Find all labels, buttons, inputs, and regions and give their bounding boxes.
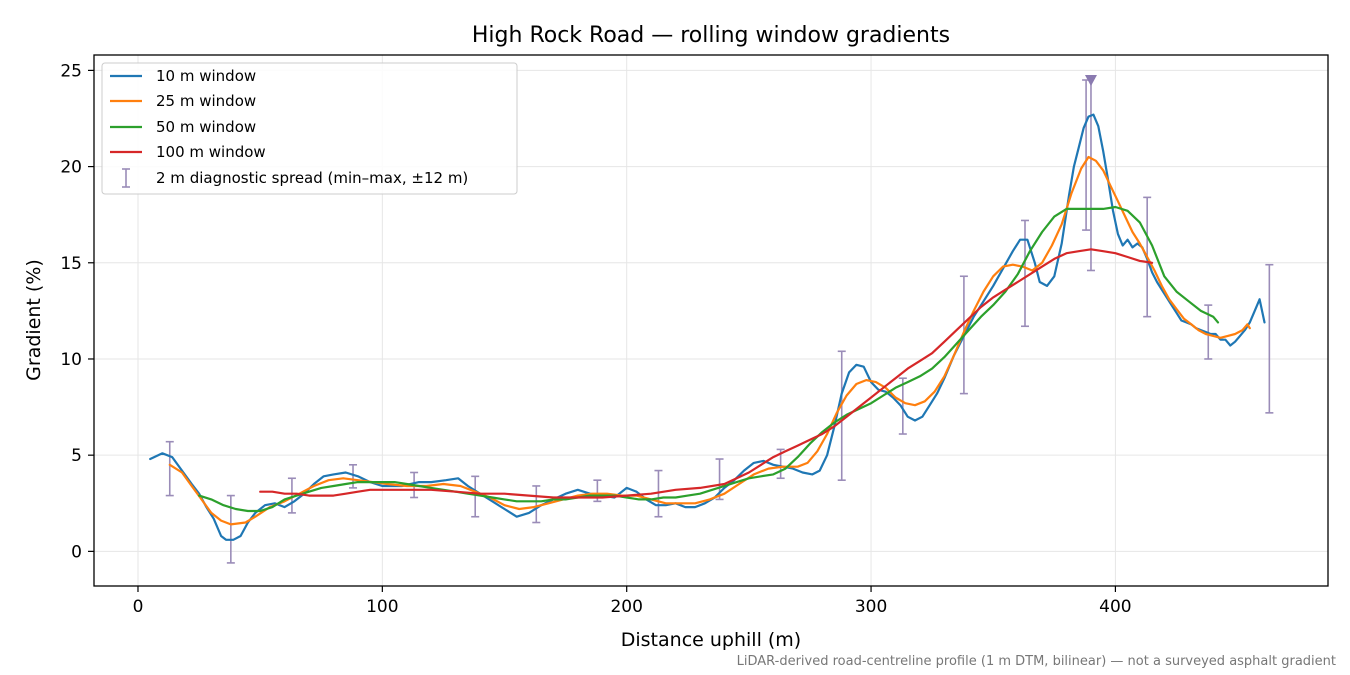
x-tick-label: 100	[366, 597, 398, 617]
spread-bar	[165, 440, 174, 497]
x-tick-label: 0	[133, 597, 144, 617]
y-axis-ticks: 0 5 10 15 20 25	[60, 61, 94, 562]
series-lines	[149, 113, 1266, 541]
legend: 10 m window 25 m window 50 m window 100 m w…	[101, 62, 518, 195]
legend-label: 50 m window	[156, 118, 256, 136]
x-tick-label: 400	[1099, 597, 1131, 617]
x-tick-label: 200	[610, 597, 642, 617]
spread-bar	[654, 469, 663, 518]
y-axis-label: Gradient (%)	[23, 259, 45, 381]
legend-item: 50 m window	[110, 118, 256, 136]
footnote: LiDAR-derived road-centreline profile (1…	[737, 654, 1336, 669]
legend-item: 10 m window	[110, 67, 256, 85]
legend-item: 100 m window	[110, 143, 266, 161]
y-tick-label: 5	[71, 446, 82, 466]
chart-title: High Rock Road — rolling window gradient…	[472, 23, 950, 48]
series-line-1	[149, 113, 1266, 541]
legend-label: 10 m window	[156, 67, 256, 85]
plot-frame	[93, 54, 1329, 587]
spread-bar	[532, 485, 541, 524]
x-tick-label: 300	[855, 597, 887, 617]
spread-bar	[898, 377, 907, 435]
spread-bar	[837, 350, 846, 481]
x-axis-ticks: 0 100 200 300 400	[133, 586, 1132, 617]
y-tick-label: 20	[60, 158, 82, 178]
legend-label: 25 m window	[156, 92, 256, 110]
spread-bar	[471, 475, 480, 518]
legend-item: 25 m window	[110, 92, 256, 110]
y-tick-label: 15	[60, 254, 82, 274]
series-line-4	[259, 248, 1154, 499]
legend-label: 100 m window	[156, 143, 266, 161]
series-line-3	[198, 205, 1220, 513]
peak-marker	[1084, 75, 1097, 87]
y-tick-label: 25	[60, 61, 82, 81]
legend-item: 2 m diagnostic spread (min–max, ±12 m)	[122, 168, 468, 188]
legend-label: 2 m diagnostic spread (min–max, ±12 m)	[156, 169, 468, 187]
legend-box	[101, 62, 518, 195]
spread-bar	[1265, 263, 1274, 414]
spread-bar	[287, 477, 296, 514]
spread-bar	[349, 463, 358, 489]
spread-bar	[1020, 219, 1029, 328]
peak-markers	[1084, 75, 1097, 87]
y-tick-label: 10	[60, 350, 82, 370]
y-tick-label: 0	[71, 542, 82, 562]
legend-items: 10 m window 25 m window 50 m window 100 m w…	[110, 67, 468, 188]
x-axis-label: Distance uphill (m)	[621, 629, 801, 651]
